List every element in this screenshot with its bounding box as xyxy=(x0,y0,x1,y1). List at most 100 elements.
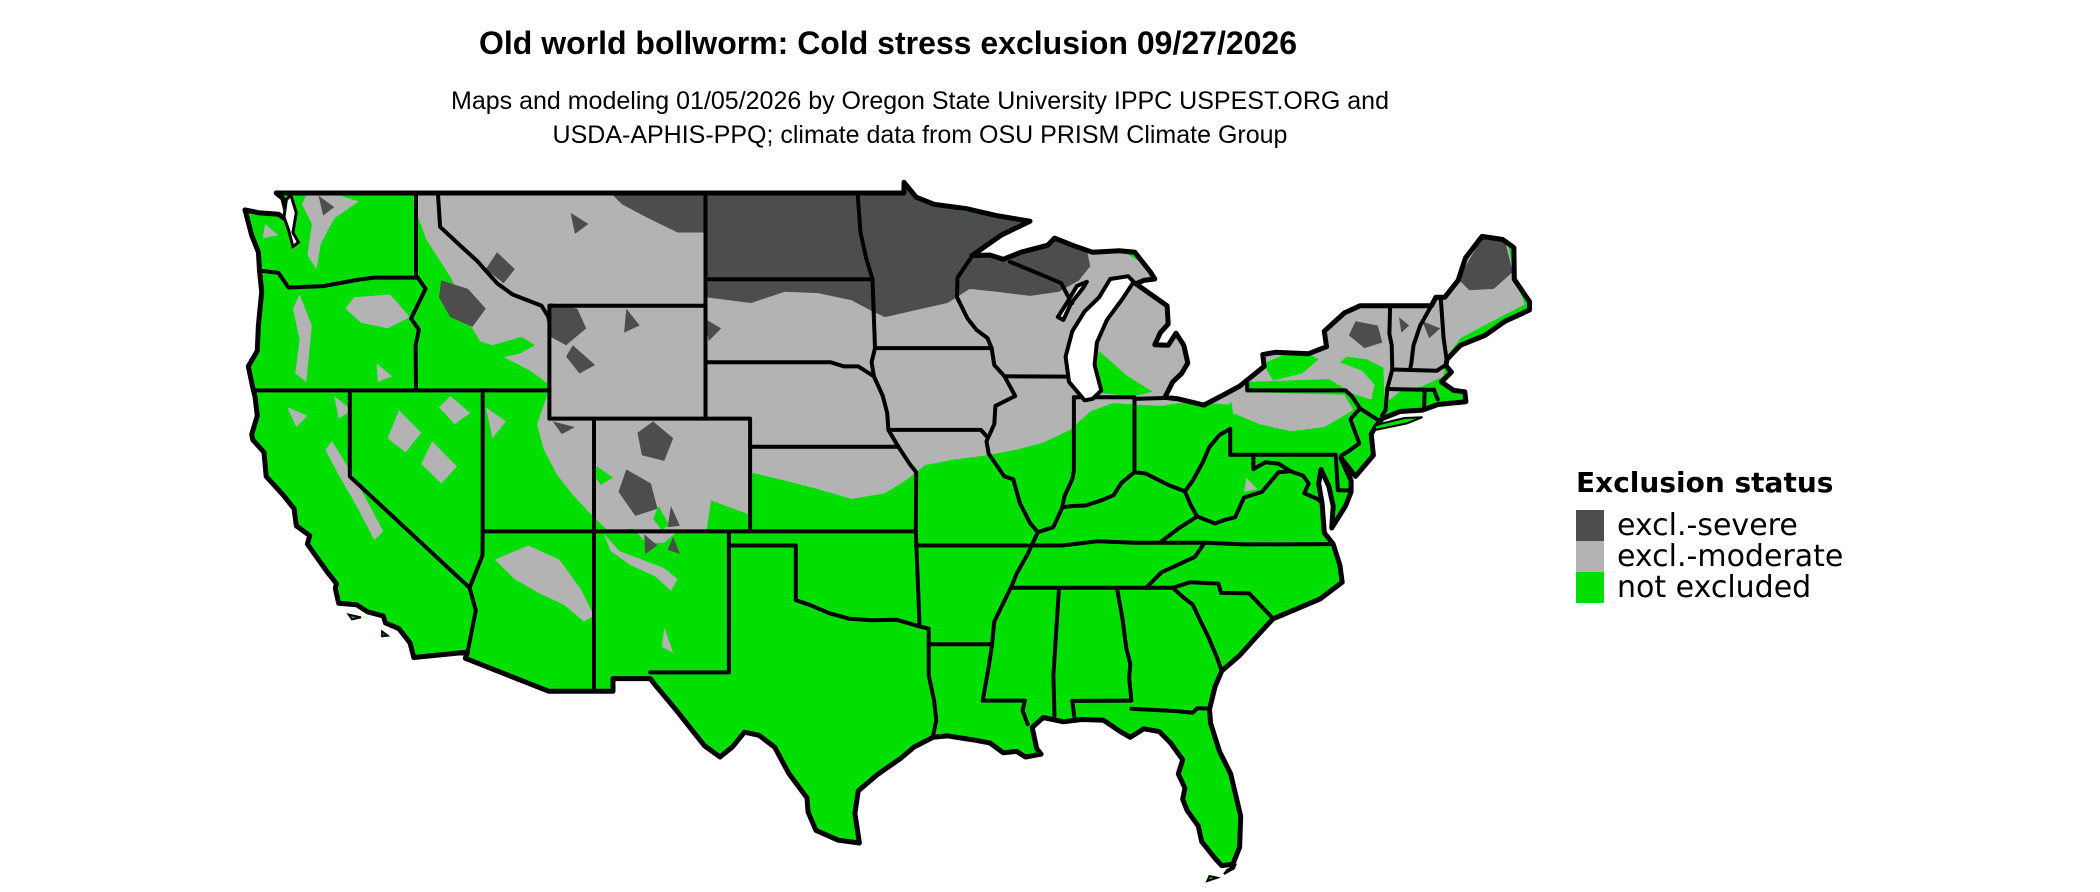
subtitle-line-1: Maps and modeling 01/05/2026 by Oregon S… xyxy=(451,87,1389,115)
state-border xyxy=(465,585,478,655)
state-border xyxy=(896,444,919,534)
region-excl-moderate xyxy=(439,396,471,425)
state-border xyxy=(347,388,472,590)
state-border xyxy=(1114,585,1134,703)
region-excl-severe xyxy=(439,280,486,327)
legend-swatch-severe xyxy=(1576,510,1604,541)
island xyxy=(1205,874,1222,883)
region-excl-severe xyxy=(667,537,680,554)
legend-item-severe: excl.-severe xyxy=(1576,508,1843,543)
state-border xyxy=(1170,585,1224,673)
region-excl-severe xyxy=(1422,321,1441,339)
state-border xyxy=(409,275,428,393)
region-not-excluded xyxy=(416,314,535,360)
legend-item-moderate: excl.-moderate xyxy=(1576,539,1844,574)
state-border xyxy=(917,624,939,738)
island xyxy=(346,613,362,621)
region-excl-moderate xyxy=(262,224,279,239)
state-border xyxy=(980,346,1040,703)
state-border xyxy=(871,374,901,449)
region-excl-moderate xyxy=(287,407,308,428)
region-excl-severe xyxy=(1458,236,1513,291)
region-excl-moderate xyxy=(387,410,422,453)
state-border xyxy=(257,268,420,290)
region-excl-severe xyxy=(485,252,515,284)
legend-label-not-excluded: not excluded xyxy=(1617,570,1812,605)
region-excl-severe xyxy=(667,506,680,528)
state-border xyxy=(1060,395,1076,510)
region-excl-severe xyxy=(618,469,658,516)
state-border xyxy=(435,191,552,321)
state-border xyxy=(869,277,877,379)
region-excl-moderate xyxy=(662,627,674,653)
region-excl-moderate xyxy=(494,545,594,622)
region-excl-severe xyxy=(552,421,575,435)
legend-swatch-moderate xyxy=(1576,541,1604,572)
region-excl-moderate xyxy=(485,407,506,439)
region-not-excluded xyxy=(706,500,749,530)
region-excl-moderate xyxy=(325,441,384,540)
state-border xyxy=(1245,380,1362,411)
region-excl-severe xyxy=(644,534,658,554)
state-border xyxy=(1157,514,1200,545)
state-border xyxy=(1251,452,1293,474)
state-border xyxy=(1385,387,1436,392)
region-excl-severe xyxy=(637,421,674,461)
state-border xyxy=(703,360,876,379)
region-excl-severe xyxy=(546,303,587,346)
state-border xyxy=(1182,489,1200,519)
state-border xyxy=(726,529,922,629)
state-border xyxy=(855,191,875,282)
state-border xyxy=(1028,539,1336,548)
legend: Exclusion status excl.-severe excl.-mode… xyxy=(1576,466,1844,605)
region-excl-moderate xyxy=(1244,477,1258,492)
region-excl-moderate xyxy=(376,363,393,382)
state-border xyxy=(980,698,1030,727)
state-border xyxy=(1035,426,1233,535)
island xyxy=(1373,416,1423,432)
region-not-excluded xyxy=(653,506,669,531)
region-excl-severe xyxy=(610,193,706,233)
region-excl-severe xyxy=(704,318,722,341)
state-border xyxy=(1129,706,1209,715)
legend-item-not-excluded: not excluded xyxy=(1576,570,1843,605)
state-border xyxy=(1288,469,1326,507)
great-lake xyxy=(1055,279,1089,322)
region-excl-severe xyxy=(1348,321,1383,349)
region-excl-moderate xyxy=(334,396,352,419)
state-border xyxy=(955,254,994,351)
region-excl-moderate xyxy=(604,534,678,591)
region-not-excluded xyxy=(1095,350,1153,396)
region-excl-moderate xyxy=(292,294,312,382)
state-border xyxy=(1422,387,1427,412)
state-border xyxy=(1333,452,1354,493)
region-excl-severe xyxy=(566,345,596,374)
region-excl-moderate xyxy=(421,441,457,484)
region-not-excluded xyxy=(592,466,613,485)
region-excl-severe xyxy=(1399,317,1410,333)
region-excl-moderate xyxy=(416,183,1526,543)
region-excl-severe xyxy=(570,212,589,234)
state-border xyxy=(1390,363,1447,373)
state-border xyxy=(1339,406,1362,458)
state-border xyxy=(1195,469,1293,526)
region-excl-severe xyxy=(624,308,640,333)
state-border xyxy=(1132,396,1167,401)
state-border xyxy=(1379,303,1395,422)
region-excl-moderate xyxy=(345,294,410,329)
puget-sound xyxy=(282,191,301,250)
page-subtitle: Maps and modeling 01/05/2026 by Oregon S… xyxy=(451,84,1389,152)
legend-label-moderate: excl.-moderate xyxy=(1617,539,1844,574)
state-border xyxy=(703,416,753,534)
island xyxy=(381,629,391,638)
legend-title: Exclusion status xyxy=(1576,466,1834,499)
region-not-excluded xyxy=(1263,353,1319,381)
region-excl-severe xyxy=(318,195,335,216)
legend-swatch-not-excluded xyxy=(1576,572,1604,603)
state-border xyxy=(1358,406,1380,422)
state-border xyxy=(1170,580,1277,622)
region-excl-moderate xyxy=(301,193,359,270)
state-border xyxy=(648,543,731,675)
region-not-excluded xyxy=(1248,379,1346,389)
